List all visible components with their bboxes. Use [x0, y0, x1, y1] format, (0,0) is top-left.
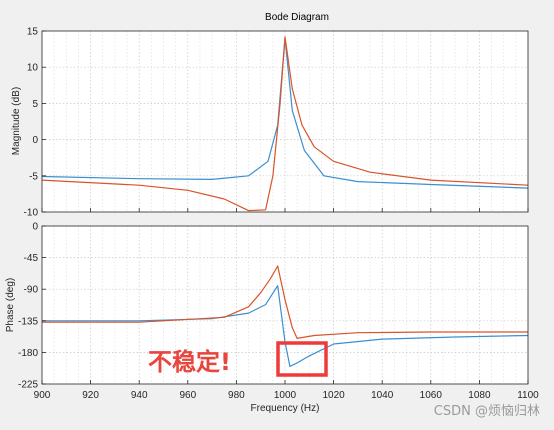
magnitude-axes: -10 -5 0 5 10 15 Magnitude (dB): [11, 27, 529, 219]
phase-ytick-label: -135: [18, 316, 38, 327]
chart-title: Bode Diagram: [265, 12, 329, 23]
phase-xtick-label: 1100: [517, 390, 539, 401]
magnitude-ytick-label: 15: [27, 27, 39, 38]
phase-ylabel: Phase (deg): [5, 278, 16, 332]
phase-plot-area: [42, 226, 528, 384]
phase-xtick-label: 1000: [274, 390, 297, 401]
magnitude-frame: [41, 30, 529, 213]
phase-y-ticks: 0 -45 -90 -135 -180 -225: [18, 222, 46, 391]
phase-xtick-label: 900: [34, 390, 51, 401]
watermark: CSDN @烦恼归林: [434, 404, 540, 419]
phase-ytick-label: -90: [24, 285, 39, 296]
phase-axes: 0 -45 -90 -135 -180 -225 900 920 940 960 980 1000 1…: [5, 222, 539, 415]
phase-lines: [42, 265, 529, 367]
magnitude-y-ticks: -10 -5 0 5 10 15: [24, 27, 46, 219]
magnitude-series-2-line: [41, 36, 529, 212]
phase-ytick-label: -225: [18, 380, 38, 391]
magnitude-grid: [41, 31, 529, 212]
phase-xtick-label: 920: [82, 390, 99, 401]
magnitude-ylabel: Magnitude (dB): [11, 87, 22, 155]
phase-x-ticks: 900 920 940 960 980 1000 1020 1040 1060 1080 1100: [34, 390, 540, 401]
magnitude-ytick-label: -5: [29, 171, 38, 182]
phase-xlabel: Frequency (Hz): [251, 403, 320, 414]
unstable-annotation: 不稳定!: [148, 348, 231, 376]
magnitude-ytick-label: 0: [32, 135, 38, 146]
phase-ytick-label: -180: [18, 348, 38, 359]
phase-ytick-label: 0: [32, 222, 38, 233]
phase-xtick-label: 1020: [322, 390, 345, 401]
phase-ytick-label: -45: [24, 253, 39, 264]
unstable-highlight-box: [276, 341, 328, 377]
phase-frame: [41, 225, 529, 385]
magnitude-lines: [41, 36, 529, 212]
magnitude-ytick-label: 5: [32, 99, 38, 110]
phase-xtick-label: 1060: [420, 390, 443, 401]
magnitude-ytick-label: -10: [24, 208, 39, 219]
phase-xtick-label: 1040: [371, 390, 394, 401]
phase-series-2-line: [42, 265, 528, 339]
phase-xtick-label: 980: [228, 390, 245, 401]
phase-xtick-label: 940: [131, 390, 148, 401]
phase-xtick-label: 960: [179, 390, 196, 401]
magnitude-ytick-label: 10: [27, 63, 39, 74]
phase-xtick-label: 1080: [468, 390, 491, 401]
